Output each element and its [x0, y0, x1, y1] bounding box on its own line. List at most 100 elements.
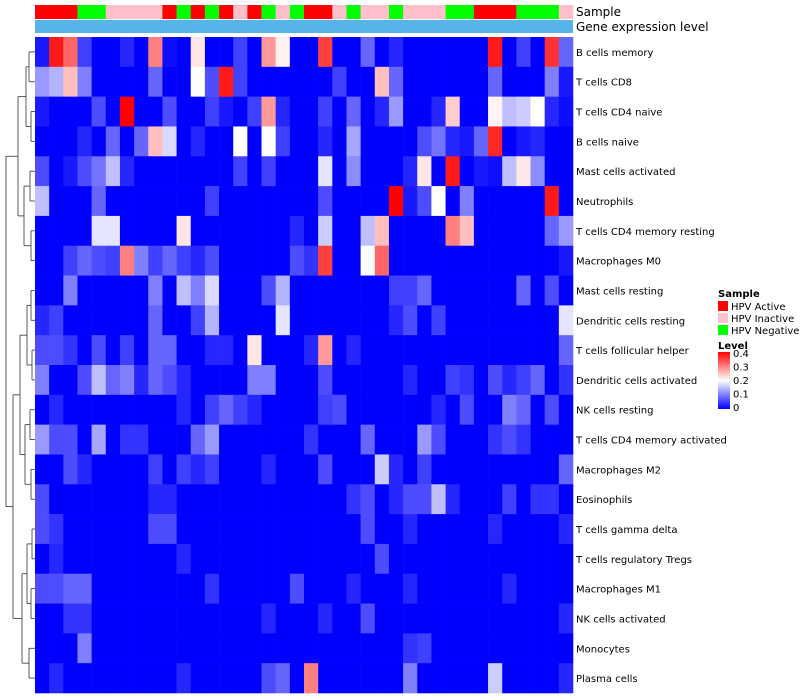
heatmap-cell [530, 365, 545, 396]
heatmap-cell [162, 543, 177, 575]
heatmap-cell [488, 96, 503, 127]
heatmap-cell [544, 305, 560, 336]
level-tick-label: 0.3 [733, 363, 749, 374]
heatmap-cell [388, 484, 404, 515]
heatmap-cell [176, 454, 192, 485]
heatmap-cell [35, 633, 50, 664]
heatmap-cell [190, 454, 206, 485]
heatmap-cell [261, 275, 276, 306]
heatmap-cell [77, 424, 92, 455]
heatmap-cell [388, 305, 404, 336]
heatmap-cell [388, 454, 404, 485]
heatmap-cell [204, 37, 220, 68]
heatmap-cell [445, 394, 461, 425]
heatmap-cell [261, 335, 276, 366]
heatmap-cell [374, 573, 390, 604]
heatmap-cell [233, 186, 248, 217]
heatmap-cell [289, 156, 305, 187]
heatmap-cell [148, 484, 163, 515]
heatmap-cell [134, 573, 149, 604]
heatmap-cell [105, 37, 121, 68]
heatmap-cell [204, 215, 220, 247]
heatmap-cell [134, 424, 149, 455]
heatmap-cell [247, 66, 262, 97]
heatmap-cell [431, 573, 446, 604]
heatmap-cell [49, 573, 64, 604]
heatmap-cell [204, 543, 220, 575]
heatmap-cell [544, 365, 560, 396]
heatmap-cell [516, 186, 531, 217]
legend-label-hpv-active: HPV Active [731, 302, 786, 313]
heatmap-cell [332, 156, 347, 187]
heatmap-cell [162, 335, 177, 366]
heatmap-cell [459, 126, 475, 157]
heatmap-cell [105, 663, 121, 694]
heatmap-cell [148, 543, 163, 575]
heatmap-cell [49, 215, 64, 247]
heatmap-cell [219, 424, 234, 455]
heatmap-cell [558, 245, 574, 276]
heatmap-cell [488, 156, 503, 187]
heatmap-cell [219, 305, 234, 336]
heatmap-cell [502, 543, 517, 575]
heatmap-cell [49, 96, 64, 127]
row-dendrogram [5, 51, 35, 679]
heatmap-cell [148, 394, 163, 425]
heatmap-cell [558, 663, 574, 694]
row-label: Eosinophils [576, 495, 632, 506]
heatmap-cell [403, 305, 418, 336]
heatmap-cell [63, 543, 78, 575]
heatmap-cell [530, 543, 545, 575]
heatmap-cell [488, 394, 503, 425]
heatmap-cell [558, 484, 574, 515]
heatmap-cell [49, 663, 64, 694]
heatmap-cell [77, 573, 92, 604]
heatmap-cell [119, 454, 135, 485]
heatmap-cell [417, 305, 432, 336]
legend-swatch-hpv-negative [718, 325, 728, 335]
heatmap-cell [148, 305, 163, 336]
heatmap-cell [105, 424, 121, 455]
level-tick-label: 0.2 [733, 376, 749, 387]
row-label: T cells regulatory Tregs [575, 555, 692, 566]
heatmap-cell [176, 394, 192, 425]
heatmap-cell [134, 484, 149, 515]
sample-annotation-cell [530, 5, 545, 19]
heatmap-cell [403, 633, 418, 664]
heatmap-cell [516, 514, 531, 545]
heatmap-cell [417, 245, 432, 276]
heatmap-cell [516, 573, 531, 604]
sample-annotation-cell [374, 5, 390, 19]
sample-annotation-cell [544, 5, 560, 19]
heatmap-cell [219, 573, 234, 604]
heatmap-cell [91, 394, 107, 425]
heatmap-cell [318, 156, 333, 187]
heatmap-cell [91, 37, 107, 68]
heatmap-cell [219, 633, 234, 664]
heatmap-cell [190, 633, 206, 664]
heatmap-cell [431, 663, 446, 694]
heatmap-cell [516, 96, 531, 127]
heatmap-cell [49, 484, 64, 515]
heatmap-cell [289, 454, 305, 485]
heatmap-cell [176, 424, 192, 455]
heatmap-cell [530, 335, 545, 366]
heatmap-cell [544, 484, 560, 515]
heatmap-cell [134, 603, 149, 634]
heatmap-cell [417, 186, 432, 217]
heatmap-cell [417, 126, 432, 157]
heatmap-cell [275, 573, 291, 604]
heatmap-cell [544, 424, 560, 455]
heatmap-cell [502, 633, 517, 664]
heatmap-cell [544, 543, 560, 575]
heatmap-cell [304, 365, 319, 396]
heatmap-cell [374, 424, 390, 455]
heatmap-cell [275, 245, 291, 276]
expression-track-label: Gene expression level [576, 20, 709, 34]
heatmap-cell [162, 424, 177, 455]
heatmap-cell [502, 186, 517, 217]
heatmap-cell [119, 66, 135, 97]
heatmap-cell [247, 394, 262, 425]
heatmap-cell [488, 514, 503, 545]
heatmap-cell [219, 603, 234, 634]
